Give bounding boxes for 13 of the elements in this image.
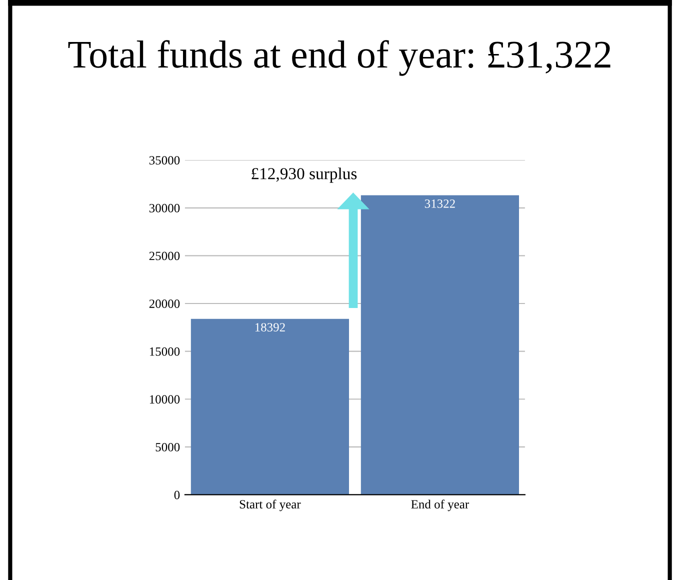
x-tick-label: End of year (411, 500, 470, 512)
x-tick-label: Start of year (240, 500, 301, 512)
y-tick-label: 35000 (149, 156, 180, 165)
y-tick-label: 30000 (149, 204, 180, 212)
y-tick-label: 20000 (149, 300, 180, 308)
y-tick-label: 25000 (149, 252, 180, 260)
y-tick-label: 10000 (150, 395, 180, 404)
data-label: 31322 (424, 199, 455, 208)
y-tick-label: 0 (174, 490, 180, 500)
y-tick-label: 5000 (156, 442, 180, 452)
data-label: 18392 (255, 323, 285, 332)
y-tick-label: 15000 (150, 347, 180, 356)
chart-title: Total funds at end of year: £31,322 (68, 40, 610, 76)
